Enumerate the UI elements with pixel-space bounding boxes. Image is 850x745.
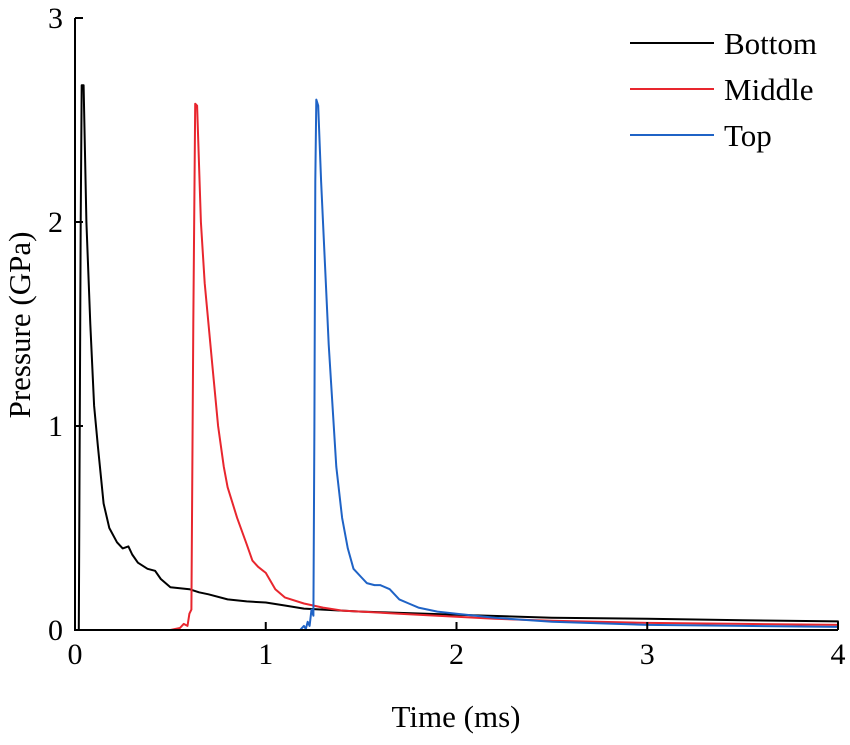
series-layer: [74, 84, 839, 631]
x-tick-label: 1: [258, 638, 273, 671]
axes-layer: [74, 17, 839, 631]
x-tick-label: 2: [449, 638, 464, 671]
legend-label-top: Top: [724, 118, 772, 153]
tick-labels: 0 1 2 3 4 0 1 2 3: [48, 2, 846, 671]
x-axis-title: Time (ms): [392, 699, 521, 734]
legend-label-middle: Middle: [724, 72, 814, 107]
y-tick-label: 1: [48, 410, 63, 443]
y-tick-label: 2: [48, 206, 63, 239]
y-tick-label: 3: [48, 2, 63, 35]
legend: Bottom Middle Top: [630, 26, 817, 153]
series-line-top: [283, 98, 839, 631]
x-tick-label: 4: [831, 638, 846, 671]
x-tick-label: 3: [640, 638, 655, 671]
x-tick-label: 0: [68, 638, 83, 671]
series-line-middle: [131, 102, 839, 631]
y-axis-title: Pressure (GPa): [2, 232, 37, 419]
y-tick-label: 0: [48, 614, 63, 647]
series-line-bottom: [74, 84, 839, 631]
legend-label-bottom: Bottom: [724, 26, 817, 61]
